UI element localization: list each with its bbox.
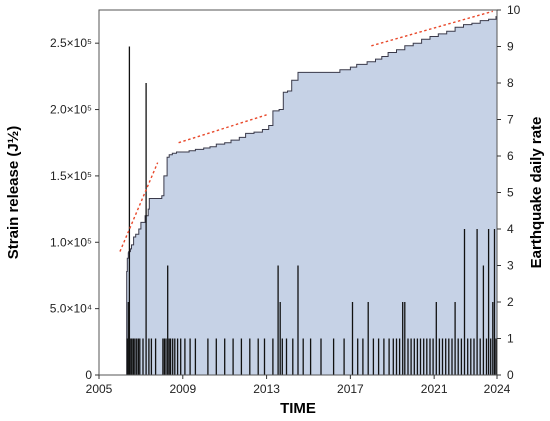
y-left-tick-label: 2.0×10⁵	[50, 103, 92, 117]
y-right-tick-label: 5	[507, 186, 514, 200]
y-right-tick-label: 4	[507, 222, 514, 236]
x-tick-label: 2021	[421, 382, 448, 396]
y-axis-right-title: Earthquake daily rate	[528, 117, 545, 269]
x-tick-label: 2013	[253, 382, 280, 396]
y-left-tick-label: 1.5×10⁵	[50, 169, 92, 183]
trend-line	[119, 162, 159, 252]
y-left-tick-label: 5.0×10⁴	[50, 302, 92, 316]
y-right-tick-label: 0	[507, 368, 514, 382]
trend-lines-layer	[119, 10, 494, 252]
y-right-tick-label: 9	[507, 40, 514, 54]
axes-layer: 2005 2009 2013 2017 2021 202405.0×10⁴1.0×10⁵1…	[50, 3, 521, 396]
x-axis-title: TIME	[280, 400, 316, 417]
trend-line	[178, 114, 267, 144]
y-right-tick-label: 7	[507, 113, 514, 127]
cumulative-strain-area-layer	[126, 11, 498, 376]
cumulative-strain-line	[126, 11, 498, 376]
y-left-tick-label: 1.0×10⁵	[50, 235, 92, 249]
y-axis-left-title: Strain release (J½)	[5, 126, 22, 259]
x-tick-label: 2024	[484, 382, 511, 396]
cumulative-strain-area	[126, 11, 497, 376]
y-right-tick-label: 1	[507, 332, 514, 346]
y-left-tick-label: 0	[85, 368, 92, 382]
y-right-tick-label: 3	[507, 259, 514, 273]
y-right-tick-label: 6	[507, 149, 514, 163]
x-tick-label: 2005	[86, 382, 113, 396]
x-tick-label: 2017	[337, 382, 364, 396]
x-tick-label: 2009	[169, 382, 196, 396]
y-right-tick-label: 8	[507, 76, 514, 90]
y-right-tick-label: 10	[507, 3, 521, 17]
y-right-tick-label: 2	[507, 295, 514, 309]
trend-line	[371, 10, 494, 47]
y-left-tick-label: 2.5×10⁵	[50, 36, 92, 50]
daily-rate-bars-layer	[126, 46, 497, 375]
